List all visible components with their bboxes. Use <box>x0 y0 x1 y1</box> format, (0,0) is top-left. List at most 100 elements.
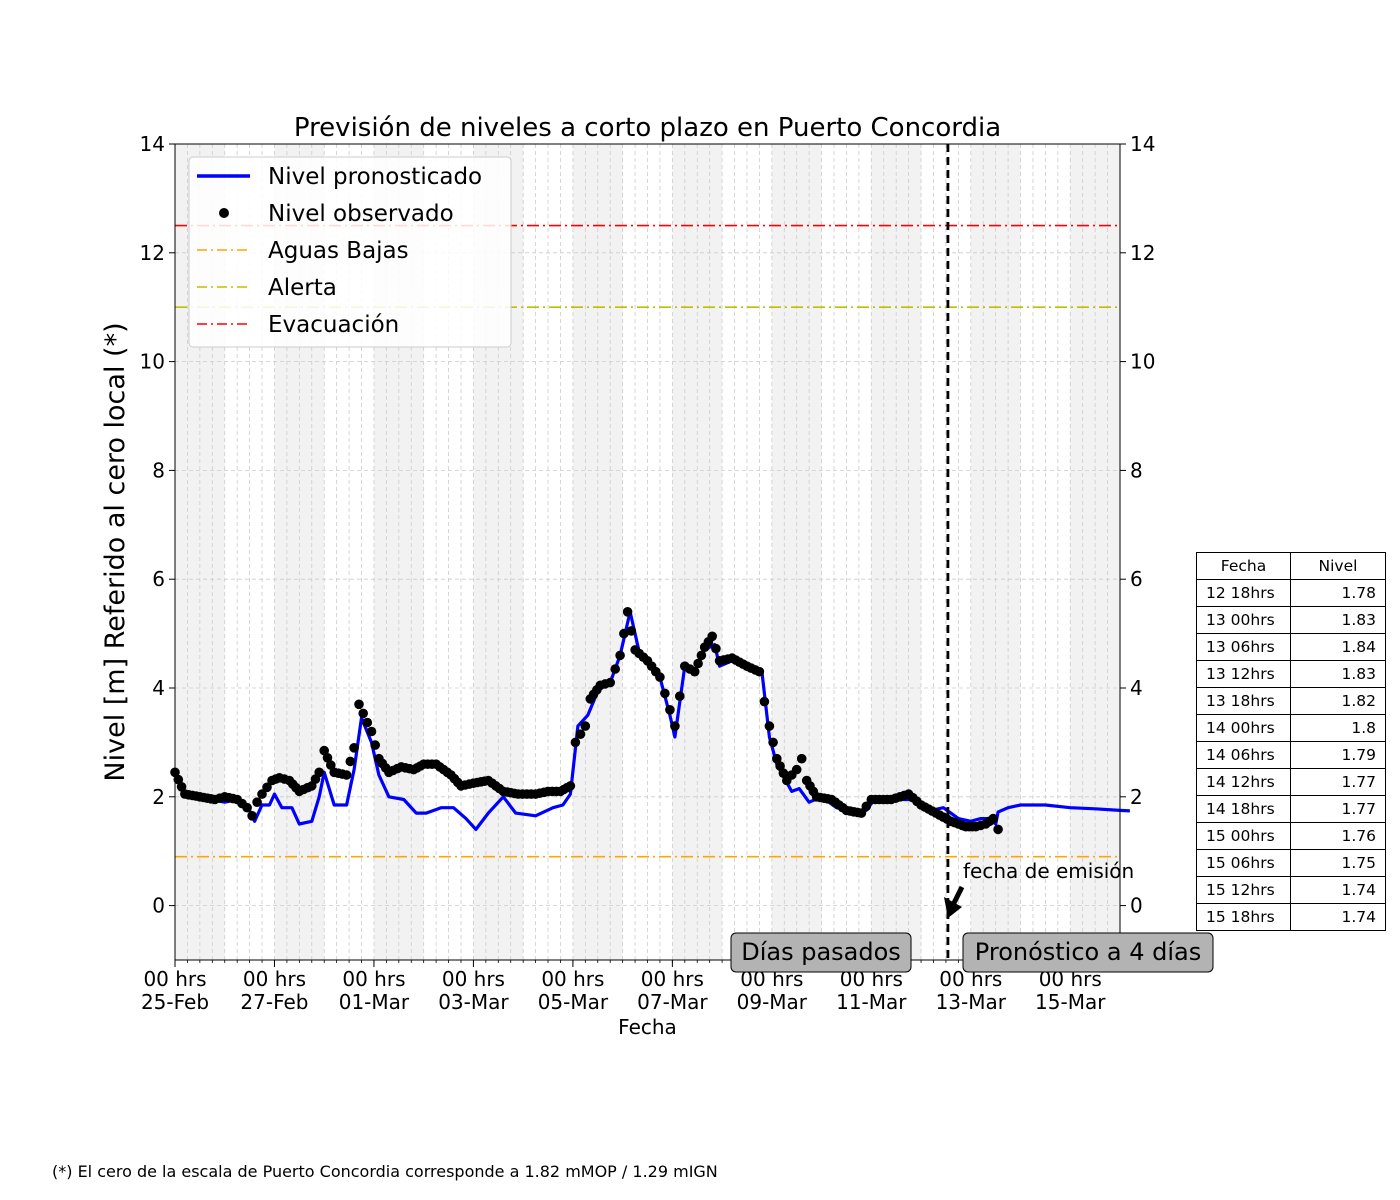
emission-label: fecha de emisión <box>963 859 1134 883</box>
observed-point <box>173 774 184 785</box>
emission-arrow-shaft <box>951 885 965 905</box>
x-tick-label-date: 11-Mar <box>836 990 907 1014</box>
observed-point <box>314 767 325 778</box>
table-cell-fecha: 15 18hrs <box>1196 903 1291 931</box>
table-cell-fecha: 14 18hrs <box>1196 795 1291 823</box>
table-cell-fecha: 13 06hrs <box>1196 633 1291 661</box>
observed-point <box>366 726 377 737</box>
observed-point <box>670 721 680 731</box>
observed-point <box>565 781 576 791</box>
table-cell-nivel: 1.82 <box>1290 687 1386 715</box>
observed-point <box>696 650 707 661</box>
table-cell-nivel: 1.77 <box>1290 768 1386 796</box>
table-cell-fecha: 13 00hrs <box>1196 606 1291 634</box>
forecast-days-box <box>962 932 1214 973</box>
table-row: 13 18hrs 1.82 <box>1196 687 1386 715</box>
table-row: 14 12hrs 1.77 <box>1196 768 1386 796</box>
y-tick-label-right: 10 <box>1130 350 1155 374</box>
chart-title: Previsión de niveles a corto plazo en Pu… <box>294 113 1001 143</box>
table-row: 13 06hrs 1.84 <box>1196 633 1386 661</box>
emission-arrow-head <box>944 897 962 918</box>
table-cell-nivel: 1.76 <box>1290 822 1386 850</box>
legend-box <box>188 156 512 348</box>
legend-label: Nivel pronosticado <box>268 164 482 190</box>
x-tick-label-date: 15-Mar <box>1035 990 1106 1014</box>
observed-point <box>354 699 364 710</box>
observed-point <box>772 753 782 764</box>
table-row: 15 06hrs 1.75 <box>1196 849 1386 877</box>
table-cell-fecha: 13 12hrs <box>1196 660 1291 688</box>
x-tick-label-hour: 00 hrs <box>442 967 505 991</box>
observed-point <box>610 664 620 674</box>
observed-point <box>322 753 333 763</box>
observed-point <box>252 797 262 807</box>
observed-point <box>861 801 872 812</box>
x-tick-label-date: 07-Mar <box>637 990 708 1014</box>
observed-point <box>711 643 721 654</box>
footnote: (*) El cero de la escala de Puerto Conco… <box>52 1162 718 1181</box>
legend-label: Evacuación <box>268 312 399 338</box>
forecast-table: Fecha Nivel 12 18hrs 1.78 13 00hrs 1.83 13 06h… <box>1196 552 1386 931</box>
table-cell-nivel: 1.79 <box>1290 741 1386 769</box>
y-tick-label-right: 12 <box>1130 241 1155 265</box>
table-cell-nivel: 1.78 <box>1290 579 1386 607</box>
table-cell-nivel: 1.74 <box>1290 876 1386 904</box>
legend-label: Alerta <box>268 275 337 301</box>
observed-point <box>675 691 685 701</box>
table-header-cell: Nivel <box>1290 552 1386 580</box>
observed-point <box>660 688 670 699</box>
table-cell-fecha: 14 06hrs <box>1196 741 1291 769</box>
observed-point <box>176 782 187 792</box>
table-cell-nivel: 1.84 <box>1290 633 1386 661</box>
table-row: 14 18hrs 1.77 <box>1196 795 1386 823</box>
observed-point <box>707 631 717 642</box>
observed-point <box>580 721 591 731</box>
table-row: 15 00hrs 1.76 <box>1196 822 1386 850</box>
observed-point <box>362 717 373 728</box>
legend-label: Nivel observado <box>268 201 454 227</box>
observed-point <box>791 764 802 775</box>
annotations: fecha de emisión Días pasados Pronóstico a… <box>730 144 1214 973</box>
table-cell-nivel: 1.83 <box>1290 660 1386 688</box>
observed-point <box>370 740 381 750</box>
observed-point <box>622 607 633 617</box>
observed-point <box>570 737 581 748</box>
y-tick-label-right: 8 <box>1130 458 1143 482</box>
table-cell-nivel: 1.8 <box>1290 714 1386 742</box>
observed-point <box>605 677 615 688</box>
observed-point <box>615 650 625 661</box>
observed-point <box>689 666 700 677</box>
observed-point <box>262 782 272 793</box>
x-tick-label-date: 01-Mar <box>339 990 410 1014</box>
observed-point <box>993 824 1003 835</box>
table-row: 15 12hrs 1.74 <box>1196 876 1386 904</box>
observed-point <box>754 666 765 677</box>
y-tick-label-left: 4 <box>152 676 165 700</box>
observed-point <box>341 770 352 780</box>
x-tick-label-hour: 00 hrs <box>143 967 206 991</box>
observed-point <box>665 705 675 715</box>
y-tick-label-right: 2 <box>1130 785 1143 809</box>
legend: Nivel pronosticado Nivel observado Aguas B… <box>188 156 512 348</box>
table-cell-fecha: 14 00hrs <box>1196 714 1291 742</box>
y-tick-label-left: 2 <box>152 785 165 809</box>
table-row: 13 00hrs 1.83 <box>1196 606 1386 634</box>
table-cell-nivel: 1.75 <box>1290 849 1386 877</box>
observed-point <box>326 760 336 770</box>
legend-swatch-observed <box>219 208 229 218</box>
y-tick-label-right: 14 <box>1130 132 1155 156</box>
x-tick-label-date: 27-Feb <box>240 990 308 1014</box>
y-tick-label-left: 8 <box>152 458 165 482</box>
table-cell-fecha: 13 18hrs <box>1196 687 1291 715</box>
x-tick-label-hour: 00 hrs <box>541 967 604 991</box>
table-cell-fecha: 15 00hrs <box>1196 822 1291 850</box>
y-tick-label-left: 0 <box>152 894 165 918</box>
table-row: 12 18hrs 1.78 <box>1196 579 1386 607</box>
y-tick-label-left: 14 <box>140 132 165 156</box>
observed-point <box>693 658 703 669</box>
observed-point <box>257 789 267 799</box>
observed-point <box>856 808 867 818</box>
x-tick-label-hour: 00 hrs <box>243 967 306 991</box>
